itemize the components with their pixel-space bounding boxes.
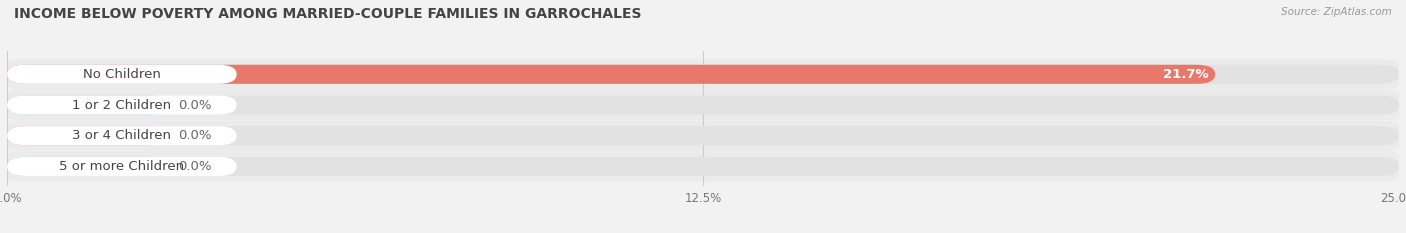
FancyBboxPatch shape [7, 96, 1399, 115]
FancyBboxPatch shape [7, 151, 1399, 182]
Text: 21.7%: 21.7% [1163, 68, 1208, 81]
FancyBboxPatch shape [7, 157, 236, 176]
Text: No Children: No Children [83, 68, 160, 81]
Text: Source: ZipAtlas.com: Source: ZipAtlas.com [1281, 7, 1392, 17]
FancyBboxPatch shape [7, 126, 1399, 145]
Text: 0.0%: 0.0% [179, 160, 212, 173]
FancyBboxPatch shape [7, 157, 1399, 176]
FancyBboxPatch shape [7, 96, 167, 115]
FancyBboxPatch shape [7, 126, 236, 145]
FancyBboxPatch shape [7, 121, 1399, 151]
Text: 3 or 4 Children: 3 or 4 Children [72, 129, 172, 142]
FancyBboxPatch shape [7, 126, 167, 145]
Text: 5 or more Children: 5 or more Children [59, 160, 184, 173]
FancyBboxPatch shape [7, 65, 1399, 84]
Text: 1 or 2 Children: 1 or 2 Children [72, 99, 172, 112]
Text: 0.0%: 0.0% [179, 99, 212, 112]
FancyBboxPatch shape [7, 90, 1399, 120]
FancyBboxPatch shape [7, 96, 236, 115]
FancyBboxPatch shape [7, 65, 1215, 84]
FancyBboxPatch shape [7, 157, 167, 176]
Text: INCOME BELOW POVERTY AMONG MARRIED-COUPLE FAMILIES IN GARROCHALES: INCOME BELOW POVERTY AMONG MARRIED-COUPL… [14, 7, 641, 21]
Text: 0.0%: 0.0% [179, 129, 212, 142]
FancyBboxPatch shape [7, 59, 1399, 89]
FancyBboxPatch shape [7, 65, 236, 84]
